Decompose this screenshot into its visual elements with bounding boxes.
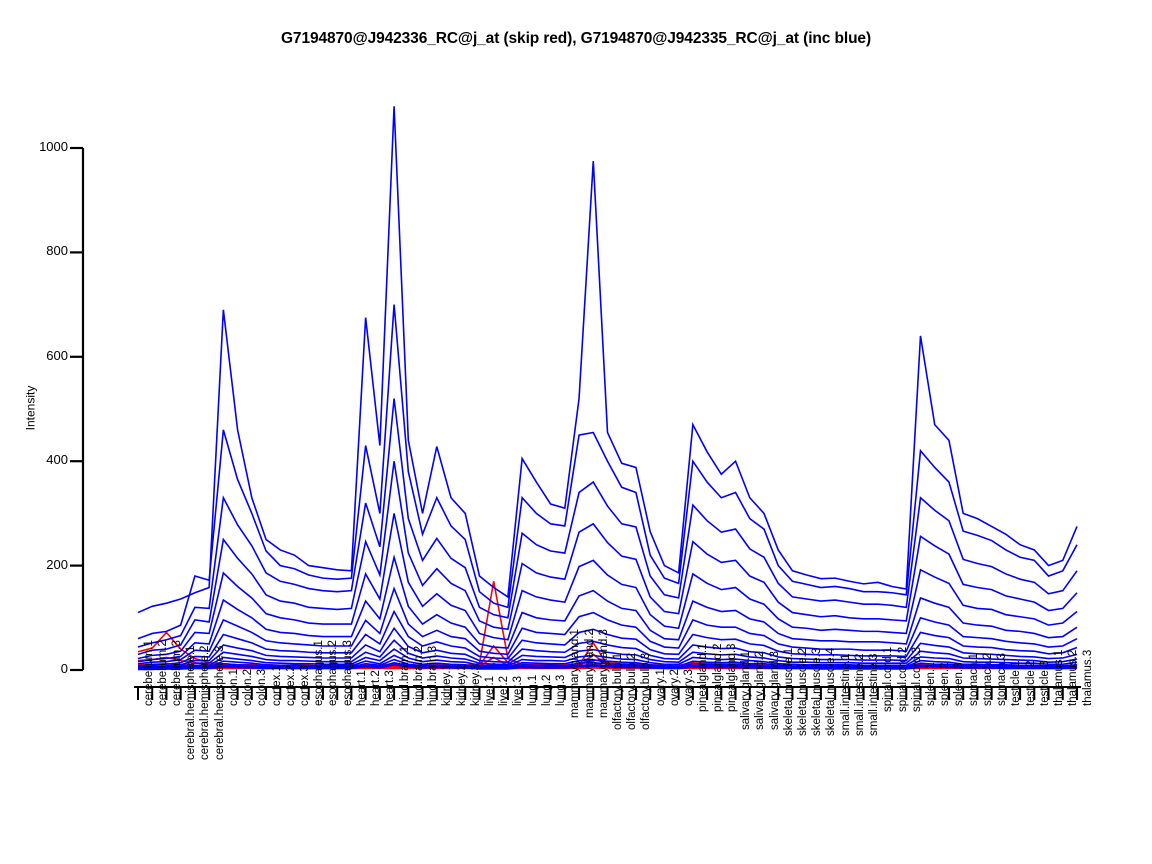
x-axis-tick-label: heart.1 xyxy=(355,670,368,706)
x-axis-tick-label: stomach.3 xyxy=(996,652,1009,706)
x-axis-tick-label: mammarygland.3 xyxy=(597,629,610,718)
x-axis-tick-label: salivary.gland.3 xyxy=(768,650,781,730)
series-line xyxy=(137,304,1078,640)
x-axis-tick-label: pinealgland.1 xyxy=(697,643,710,712)
y-axis-tick-label: 800 xyxy=(46,243,68,259)
x-axis-tick-label: liver.3 xyxy=(512,675,525,706)
x-axis-tick-label: hind.brain.2 xyxy=(412,645,425,706)
y-axis-tick-label: 200 xyxy=(46,556,68,572)
x-axis-tick-label: spleen.1 xyxy=(925,662,937,706)
x-axis-tick-label: stomach.2 xyxy=(981,652,994,706)
x-axis-tick-label: salivary.gland.2 xyxy=(754,650,767,730)
x-axis-tick-label: liver.2 xyxy=(498,675,511,706)
x-axis-tick-label: kidney.3 xyxy=(469,664,482,706)
x-axis-tick-label: small.intestine.3 xyxy=(868,653,881,736)
x-axis-tick-label: ovary.2 xyxy=(668,669,681,706)
x-axis-tick-label: esophagus.2 xyxy=(327,640,340,706)
y-axis-tick-label: 1000 xyxy=(39,139,68,154)
x-axis-tick-label: small.intestine.2 xyxy=(853,653,866,736)
x-axis-tick-label: mammarygland.1 xyxy=(569,629,582,718)
x-axis-tick-label: heart.3 xyxy=(384,670,397,706)
x-axis-tick-label: esophagus.3 xyxy=(341,640,354,706)
x-axis-tick-label: testicle.2 xyxy=(1024,660,1037,706)
series-line xyxy=(138,648,1078,669)
x-axis-tick-label: pinealgland.3 xyxy=(725,643,738,712)
x-axis-tick-label: kidney.2 xyxy=(455,664,468,706)
x-axis-tick-label: cortex.2 xyxy=(284,665,297,706)
series-line xyxy=(137,513,1078,660)
series-line xyxy=(137,626,1078,668)
x-axis-tick-label: olfactory.bulb.1 xyxy=(612,652,624,730)
x-axis-tick-label: salivary.gland.1 xyxy=(740,650,753,730)
x-axis-tick-label: spleen.3 xyxy=(953,662,966,706)
x-axis-tick-label: lung.1 xyxy=(526,674,539,706)
x-axis-tick-label: skeletal.muscle.3 xyxy=(811,647,824,736)
series-line xyxy=(137,554,1078,663)
x-axis-tick-label: kidney.1 xyxy=(441,664,454,706)
x-axis-tick-label: spleen.2 xyxy=(939,662,952,706)
x-axis-tick-label: cerebellum.2 xyxy=(156,640,169,706)
series-line xyxy=(137,639,1078,669)
x-axis-tick-label: lung.2 xyxy=(540,674,553,706)
x-axis-tick-label: cortex.3 xyxy=(299,665,311,706)
x-axis-tick-label: olfactory.bulb.2 xyxy=(626,652,639,730)
x-axis-tick-label: colon.2 xyxy=(242,668,255,706)
x-axis-tick-label: small.intestine.1 xyxy=(839,653,852,736)
x-axis-tick-label: ovary.1 xyxy=(654,669,667,706)
x-axis-tick-label: pinealgland.2 xyxy=(711,643,724,712)
x-axis-tick-label: mammarygland.2 xyxy=(583,629,596,718)
x-axis-tick-label: colon.1 xyxy=(227,668,240,706)
series-line xyxy=(137,106,1078,614)
x-axis-tick-label: lung.3 xyxy=(555,674,568,706)
x-axis-tick-label: skeletal.muscle.2 xyxy=(796,647,809,736)
series-line xyxy=(138,654,1078,670)
chart-title: G7194870@J942336_RC@j_at (skip red), G71… xyxy=(280,30,872,47)
series-line xyxy=(137,609,1078,667)
x-axis-tick-label: colon.3 xyxy=(256,668,269,706)
series-line xyxy=(137,461,1078,656)
x-axis-tick-label: spinal.cord.1 xyxy=(882,646,895,712)
series-line xyxy=(137,398,1078,648)
series-line xyxy=(137,658,1078,670)
x-axis-tick-label: thalamus.2 xyxy=(1067,649,1080,706)
x-axis-tick-label: ovary.3 xyxy=(683,669,696,706)
x-axis-tick-label: cerebral.hemisphere.2 xyxy=(199,645,212,760)
x-axis-tick-label: thalamus.3 xyxy=(1081,649,1094,706)
x-axis-tick-label: cerebral.hemisphere.3 xyxy=(213,645,226,760)
x-axis-tick-label: cerebellum.3 xyxy=(170,640,183,706)
x-axis-tick-label: cortex.1 xyxy=(270,665,283,706)
y-axis-tick-label: 600 xyxy=(46,347,68,363)
x-axis-tick-label: cerebral.hemisphere.1 xyxy=(185,645,198,760)
x-axis-tick-label: spinal.cord.2 xyxy=(896,646,909,712)
x-axis-tick-label: stomach.1 xyxy=(967,652,980,706)
series-line xyxy=(138,663,1078,671)
x-axis-tick-label: testicle.1 xyxy=(1010,660,1023,706)
x-axis-tick-label: cerebellum.1 xyxy=(142,640,155,706)
x-axis-tick-label: esophagus.1 xyxy=(313,640,326,706)
x-axis-tick-label: thalamus.1 xyxy=(1053,649,1066,706)
x-axis-tick-label: skeletal.muscle.1 xyxy=(782,647,795,736)
x-axis-tick-label: spinal.cord.3 xyxy=(910,646,923,712)
x-axis-tick-label: liver.1 xyxy=(483,675,496,706)
y-axis-tick-label: 0 xyxy=(60,661,68,676)
series-line xyxy=(137,586,1078,665)
x-axis-tick-label: hind.brain.1 xyxy=(398,645,411,706)
y-axis-tick-label: 400 xyxy=(46,452,68,468)
x-axis-tick-label: heart.2 xyxy=(370,670,383,706)
x-axis-tick-label: testicle.3 xyxy=(1038,660,1051,706)
x-axis-tick-label: olfactory.bulb.3 xyxy=(640,652,653,730)
x-axis-tick-label: hind.brain.3 xyxy=(427,645,440,706)
x-axis-tick-label: skeletal.muscle.4 xyxy=(825,647,838,736)
